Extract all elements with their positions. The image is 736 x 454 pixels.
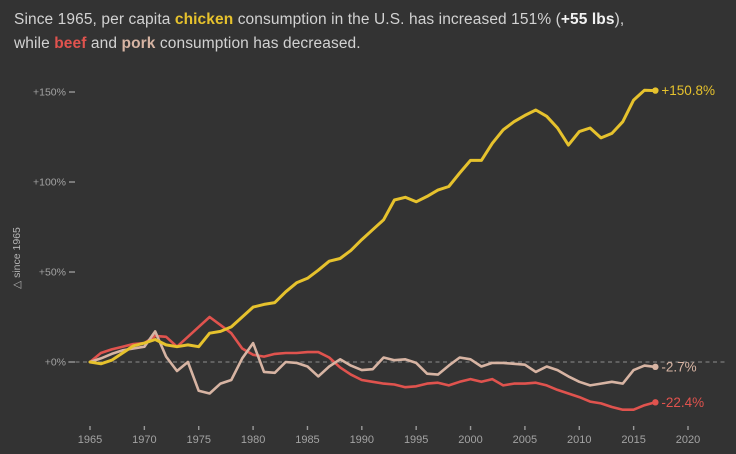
chicken-end-label: +150.8% bbox=[661, 83, 715, 98]
beef-end-dot[interactable] bbox=[652, 399, 659, 406]
pork-end-label: -2.7% bbox=[661, 359, 696, 374]
x-tick-label: 1985 bbox=[295, 434, 319, 446]
x-tick-label: 1980 bbox=[241, 434, 265, 446]
beef-end-label: -22.4% bbox=[661, 395, 704, 410]
x-tick-label: 1965 bbox=[78, 434, 102, 446]
title-line-2: while beef and pork consumption has decr… bbox=[14, 32, 726, 56]
title-text: ), bbox=[614, 11, 625, 28]
title-text: while bbox=[14, 35, 55, 52]
x-tick-label: 1975 bbox=[186, 434, 210, 446]
beef-highlight: beef bbox=[54, 35, 87, 52]
pork-line[interactable] bbox=[88, 330, 657, 395]
chicken-highlight: chicken bbox=[174, 11, 234, 28]
pork-end-dot[interactable] bbox=[652, 363, 659, 371]
x-tick-label: 1970 bbox=[132, 434, 156, 446]
beef-line[interactable] bbox=[88, 315, 657, 412]
x-tick-label: 2000 bbox=[458, 434, 482, 446]
x-tick-label: 2015 bbox=[621, 434, 645, 446]
x-tick-label: 1995 bbox=[404, 434, 428, 446]
title-text: and bbox=[86, 35, 122, 52]
pork-highlight: pork bbox=[121, 35, 156, 52]
title-text: consumption has decreased. bbox=[155, 35, 361, 52]
x-tick-label: 2020 bbox=[676, 434, 700, 446]
chicken-end-dot[interactable] bbox=[652, 87, 659, 94]
x-tick-label: 2010 bbox=[567, 434, 591, 446]
chart-title: Since 1965, per capita chicken consumpti… bbox=[14, 8, 726, 56]
title-text: Since 1965, per capita bbox=[14, 11, 175, 28]
x-tick-label: 1990 bbox=[350, 434, 374, 446]
y-tick-label: +50% bbox=[39, 267, 66, 279]
x-tick-label: 2005 bbox=[513, 434, 537, 446]
chicken-line[interactable] bbox=[88, 88, 657, 366]
lbs-highlight: +55 lbs bbox=[560, 11, 615, 28]
y-tick-label: +0% bbox=[45, 357, 66, 369]
y-axis-title: △ since 1965 bbox=[11, 227, 23, 289]
title-text: consumption in the U.S. has increased 15… bbox=[233, 11, 561, 28]
y-tick-label: +150% bbox=[33, 87, 66, 99]
title-line-1: Since 1965, per capita chicken consumpti… bbox=[14, 8, 726, 32]
y-tick-label: +100% bbox=[33, 177, 66, 189]
